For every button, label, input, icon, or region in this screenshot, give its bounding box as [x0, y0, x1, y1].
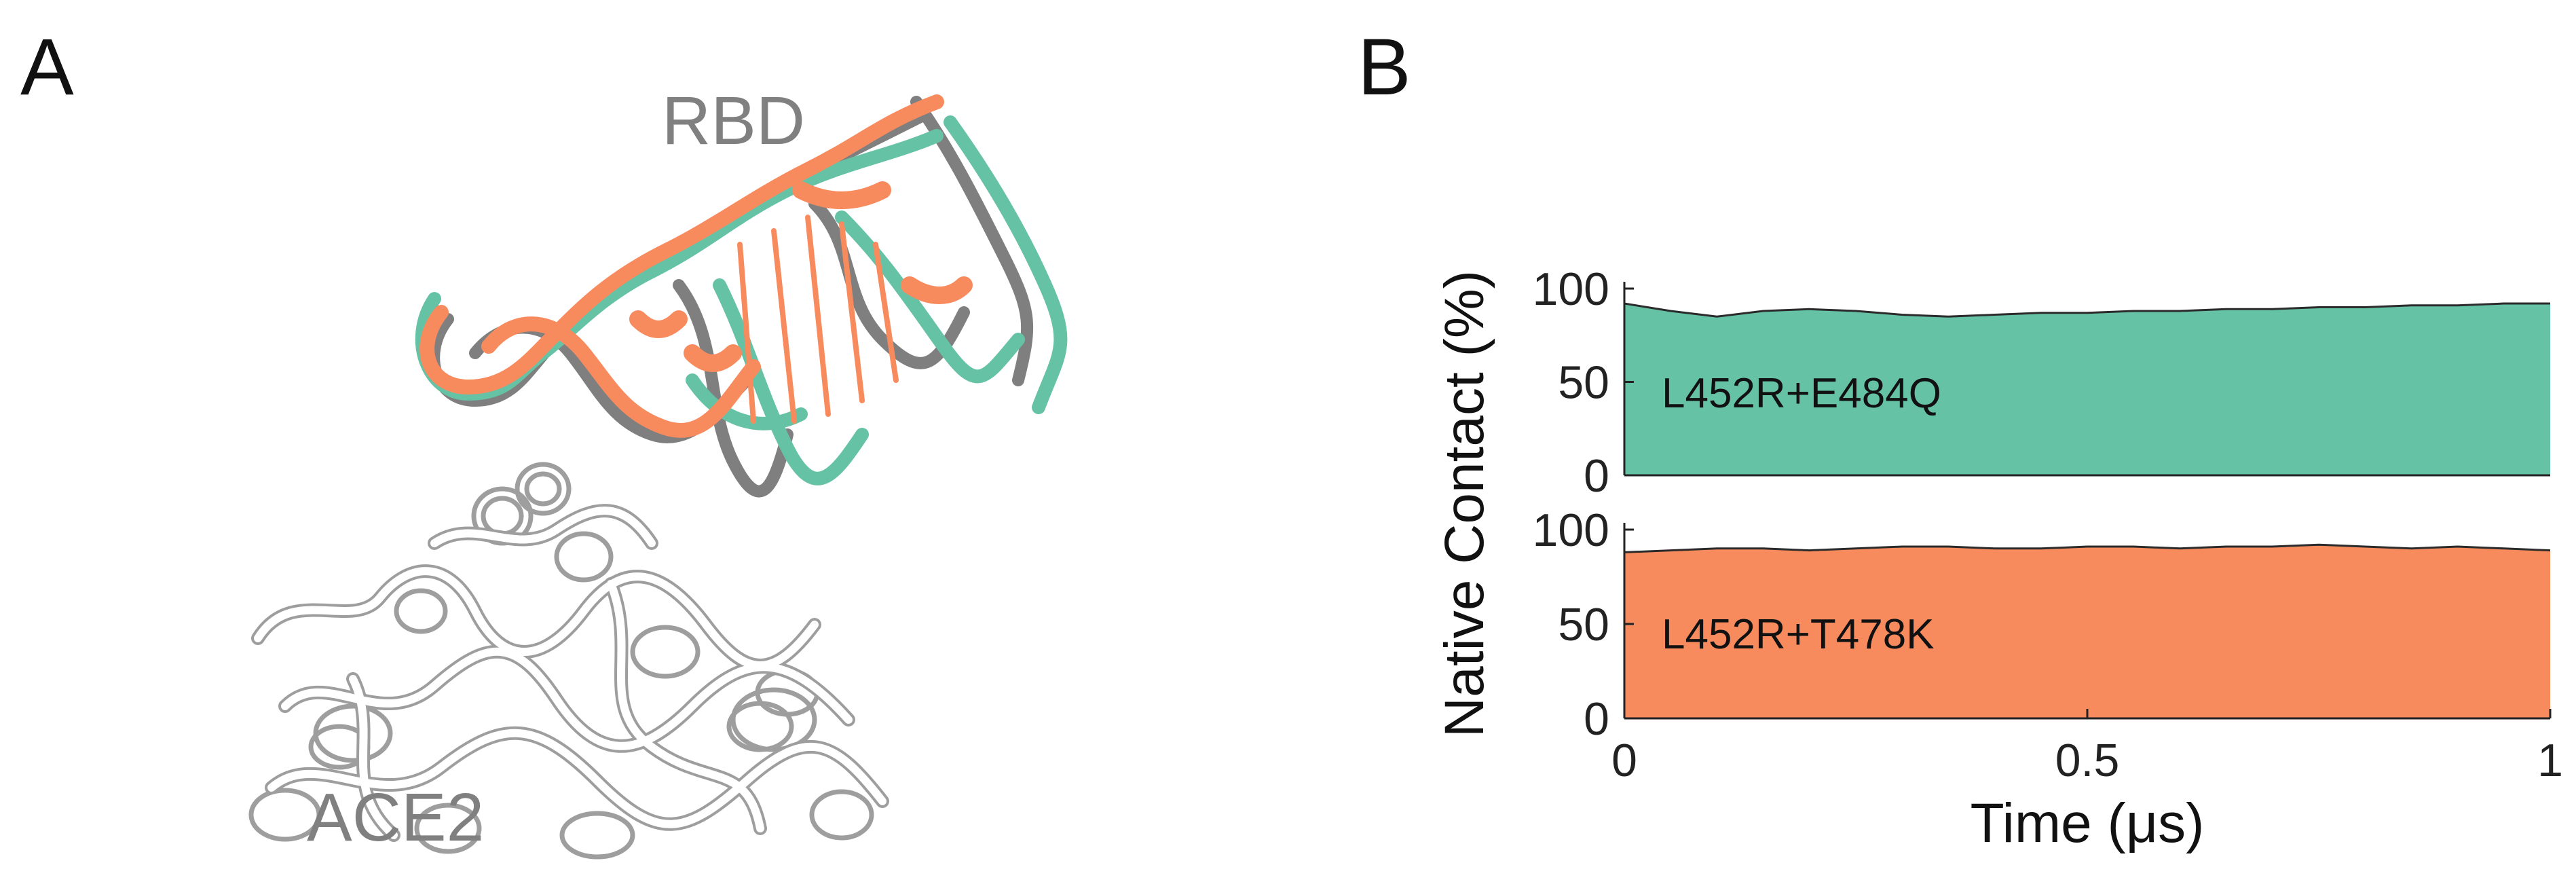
series-label-2: L452R+T478K — [1662, 611, 1935, 658]
rbd-helix-segments — [629, 181, 973, 372]
x-tick-label: 0 — [1611, 735, 1637, 786]
series-line-2 — [1624, 543, 2551, 553]
y-tick-label: 50 — [1558, 357, 1609, 409]
y-tick-label: 50 — [1558, 599, 1609, 650]
x-tick-label: 1 — [2537, 735, 2563, 786]
rbd-label: RBD — [662, 83, 805, 159]
ace2-label: ACE2 — [307, 779, 484, 856]
y-tick-label: 100 — [1533, 263, 1609, 315]
y-tick-label: 100 — [1533, 504, 1609, 556]
protein-structure-illustration: RBD ACE2 — [248, 83, 1068, 860]
series-area-2 — [1624, 545, 2550, 718]
panel-b-letter: B — [1358, 22, 1411, 112]
ace2-structure — [248, 462, 889, 860]
series-area-1 — [1624, 304, 2550, 475]
x-axis-title: Time (μs) — [1971, 792, 2205, 854]
series-label-1: L452R+E484Q — [1662, 370, 1941, 417]
y-tick-label: 0 — [1584, 693, 1609, 745]
rbd-structure — [415, 94, 1068, 498]
panel-a-letter: A — [20, 22, 74, 112]
series-layer: L452R+E484Q L452R+T478K — [1624, 302, 2551, 718]
series-line-1 — [1624, 302, 2550, 318]
rbd-variant2-ribbon — [419, 94, 944, 438]
y-tick-label: 0 — [1584, 450, 1609, 502]
y-axis-title: Native Contact (%) — [1434, 270, 1495, 737]
rbd-beta-strands — [737, 215, 899, 424]
x-tick-label: 0.5 — [2055, 735, 2120, 786]
